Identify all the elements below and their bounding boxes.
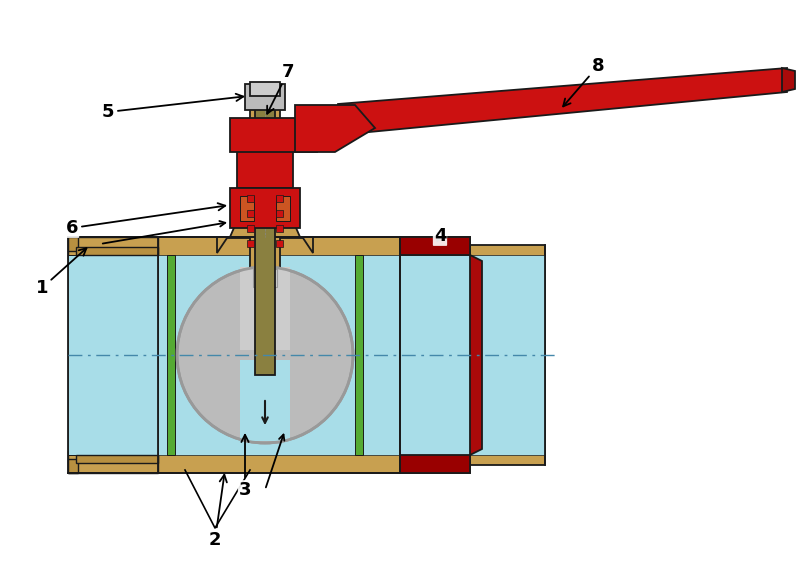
Bar [247,195,254,202]
Polygon shape [217,237,313,253]
Bar [250,95,280,272]
Bar [250,82,280,96]
Polygon shape [470,255,482,455]
Polygon shape [295,105,375,152]
Bar [68,451,158,473]
Bar [245,84,285,110]
Bar [255,95,275,375]
Polygon shape [782,68,795,92]
Bar [276,195,283,202]
Bar [240,267,290,350]
Polygon shape [230,188,300,228]
Bar [240,196,254,221]
Polygon shape [158,237,400,473]
Text: 6: 6 [66,203,226,237]
Bar [158,255,400,455]
Bar [470,255,545,455]
Circle shape [177,267,353,443]
Polygon shape [68,237,78,251]
Bar [253,269,277,287]
Text: 1: 1 [36,248,86,297]
Text: 8: 8 [563,57,604,106]
Bar [276,240,283,247]
Bar [276,225,283,232]
Polygon shape [68,459,78,473]
Bar [247,240,254,247]
Polygon shape [237,150,293,188]
Text: 4: 4 [434,227,446,245]
Bar [68,255,158,455]
Polygon shape [400,237,470,473]
Bar [470,245,545,465]
Text: 5: 5 [102,94,243,121]
Text: 2: 2 [209,475,227,549]
Bar [247,225,254,232]
Polygon shape [76,455,158,463]
Polygon shape [338,68,787,135]
Polygon shape [355,255,363,455]
Polygon shape [240,360,290,441]
Bar [247,210,254,217]
Text: 3: 3 [238,435,251,499]
Polygon shape [230,118,317,152]
Polygon shape [76,247,158,255]
Polygon shape [400,237,470,255]
Text: 7: 7 [267,63,294,114]
Polygon shape [167,255,175,455]
Bar [68,237,158,259]
Polygon shape [230,207,300,237]
Bar [276,196,290,221]
Polygon shape [400,455,470,473]
Bar [400,255,470,455]
Bar [276,210,283,217]
